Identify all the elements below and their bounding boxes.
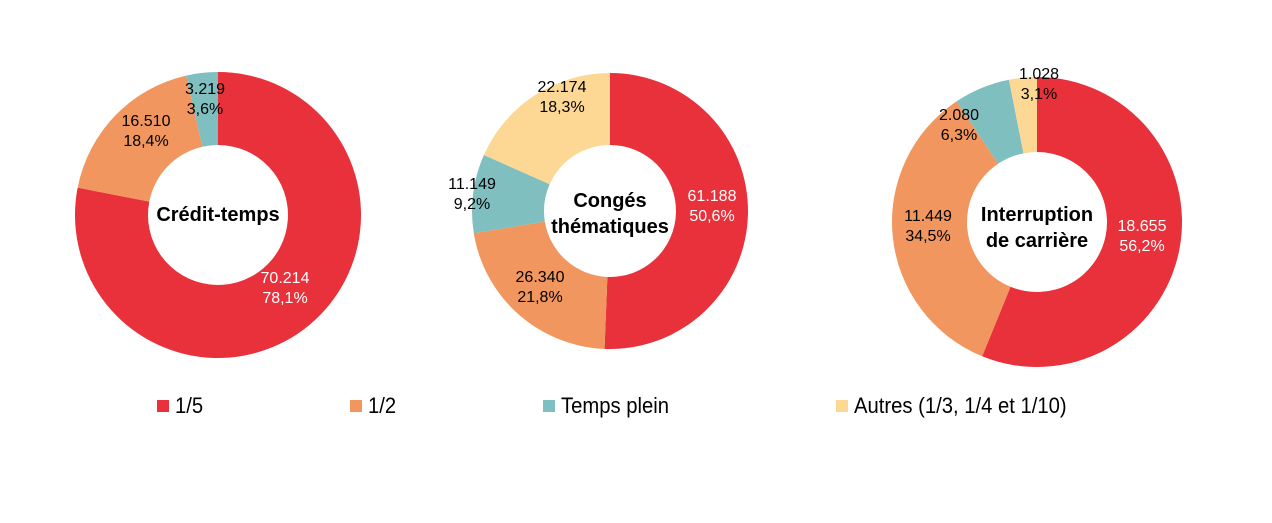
slice-1-5 bbox=[75, 72, 361, 358]
slice-1-5 bbox=[982, 77, 1182, 367]
legend: 1/5 1/2 Temps plein Autres (1/3, 1/4 et … bbox=[0, 393, 1272, 427]
legend-swatch-temps-plein bbox=[543, 400, 555, 412]
slice-data-label: 1.028 3,1% bbox=[1019, 66, 1059, 103]
chart-title: Congés bbox=[573, 190, 646, 212]
slice-data-label: 18.655 56,2% bbox=[1118, 218, 1167, 255]
donut-chart-0: 70.214 78,1% 16.510 18,4% 3.219 3,6% Crédit-te… bbox=[75, 72, 361, 358]
chart-title: Crédit-temps bbox=[156, 204, 279, 226]
legend-swatch-autres bbox=[836, 400, 848, 412]
legend-label: 1/2 bbox=[368, 393, 397, 418]
slice-temps-plein bbox=[186, 72, 218, 147]
slice-autres bbox=[1008, 77, 1037, 154]
slice-data-label: 26.340 21,8% bbox=[516, 269, 565, 306]
slice-temps-plein bbox=[956, 79, 1024, 164]
donut-chart-2: 18.655 56,2% 11.449 34,5% 2.080 6,3% 1.028 3,1%… bbox=[891, 66, 1182, 367]
legend-label: Autres (1/3, 1/4 et 1/10) bbox=[854, 393, 1067, 418]
legend-label: Temps plein bbox=[561, 393, 669, 418]
slice-data-label: 3.219 3,6% bbox=[185, 81, 225, 118]
slice-data-label: 11.449 34,5% bbox=[904, 208, 952, 245]
slice-autres bbox=[483, 73, 610, 185]
slice-1-5 bbox=[604, 73, 748, 349]
legend-swatch-1-5 bbox=[157, 400, 169, 412]
slice-1-2 bbox=[891, 101, 1011, 357]
legend-item-1-2: 1/2 bbox=[350, 393, 399, 419]
chart-title: thématiques bbox=[551, 216, 669, 238]
slice-data-label: 70.214 78,1% bbox=[261, 270, 310, 307]
slice-data-label: 22.174 18,3% bbox=[538, 79, 587, 116]
legend-item-1-5: 1/5 bbox=[157, 393, 206, 419]
donut-chart-1: 61.188 50,6% 26.340 21,8% 11.149 9,2% 22.174 18… bbox=[448, 73, 748, 349]
slice-data-label: 2.080 6,3% bbox=[939, 107, 979, 144]
chart-title: Interruption bbox=[981, 204, 1093, 226]
slice-data-label: 11.149 9,2% bbox=[448, 176, 496, 213]
slice-data-label: 16.510 18,4% bbox=[122, 113, 171, 150]
slice-data-label: 61.188 50,6% bbox=[688, 188, 737, 225]
slice-1-2 bbox=[473, 221, 608, 349]
legend-item-autres: Autres (1/3, 1/4 et 1/10) bbox=[836, 393, 1085, 419]
legend-label: 1/5 bbox=[175, 393, 204, 418]
chart-title: de carrière bbox=[986, 230, 1088, 252]
legend-swatch-1-2 bbox=[350, 400, 362, 412]
legend-item-temps-plein: Temps plein bbox=[543, 393, 678, 419]
slice-temps-plein bbox=[472, 154, 550, 234]
slice-1-2 bbox=[77, 75, 203, 202]
